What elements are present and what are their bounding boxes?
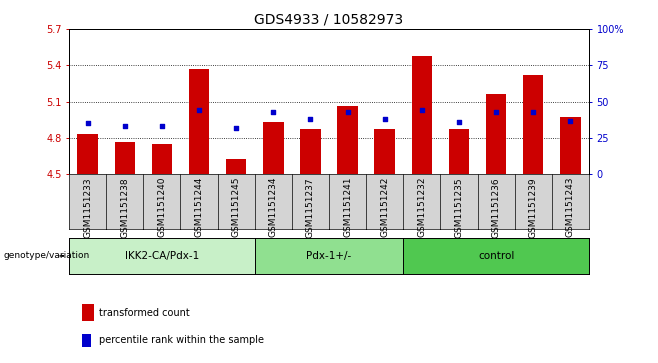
Point	[120, 123, 130, 129]
Text: Pdx-1+/-: Pdx-1+/-	[307, 251, 351, 261]
Text: percentile rank within the sample: percentile rank within the sample	[99, 335, 264, 345]
Text: GSM1151238: GSM1151238	[120, 177, 129, 238]
Point	[565, 118, 576, 123]
Text: GSM1151240: GSM1151240	[157, 177, 166, 237]
Text: GSM1151237: GSM1151237	[306, 177, 315, 238]
Bar	[226, 159, 246, 174]
Bar	[263, 122, 284, 174]
Text: GSM1151236: GSM1151236	[492, 177, 501, 238]
Bar	[560, 117, 580, 174]
Text: transformed count: transformed count	[99, 308, 190, 318]
Bar	[374, 130, 395, 174]
Point	[305, 116, 316, 122]
Text: GSM1151235: GSM1151235	[455, 177, 463, 238]
Bar	[300, 130, 320, 174]
Point	[193, 107, 204, 113]
Text: GSM1151242: GSM1151242	[380, 177, 389, 237]
Bar	[449, 130, 469, 174]
Bar	[114, 142, 135, 174]
Point	[82, 121, 93, 126]
Text: GSM1151243: GSM1151243	[566, 177, 575, 237]
Point	[380, 116, 390, 122]
Bar	[189, 69, 209, 174]
Text: GSM1151245: GSM1151245	[232, 177, 241, 237]
Bar	[486, 94, 506, 174]
Text: GSM1151244: GSM1151244	[195, 177, 203, 237]
Text: genotype/variation: genotype/variation	[3, 252, 89, 260]
Point	[453, 119, 464, 125]
Point	[528, 109, 538, 115]
Point	[268, 109, 278, 115]
Point	[342, 109, 353, 115]
Bar	[78, 134, 98, 174]
Point	[231, 125, 241, 131]
Point	[491, 109, 501, 115]
Text: control: control	[478, 251, 515, 261]
Bar	[412, 56, 432, 174]
Text: GSM1151241: GSM1151241	[343, 177, 352, 237]
Text: GSM1151239: GSM1151239	[529, 177, 538, 238]
Text: GDS4933 / 10582973: GDS4933 / 10582973	[255, 13, 403, 27]
Text: GSM1151233: GSM1151233	[83, 177, 92, 238]
Point	[157, 123, 167, 129]
Bar	[152, 144, 172, 174]
Bar	[523, 75, 544, 174]
Point	[417, 107, 427, 113]
Text: GSM1151232: GSM1151232	[417, 177, 426, 237]
Text: IKK2-CA/Pdx-1: IKK2-CA/Pdx-1	[125, 251, 199, 261]
Text: GSM1151234: GSM1151234	[269, 177, 278, 237]
Bar	[338, 106, 358, 174]
